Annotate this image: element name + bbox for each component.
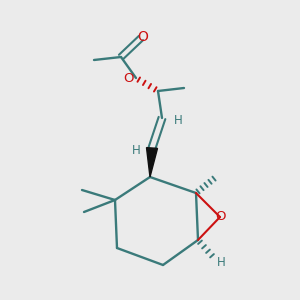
Text: H: H (132, 143, 140, 157)
Text: O: O (216, 211, 226, 224)
Text: O: O (124, 73, 134, 85)
Polygon shape (146, 148, 158, 177)
Text: O: O (138, 30, 148, 44)
Text: H: H (174, 115, 182, 128)
Text: H: H (217, 256, 225, 268)
